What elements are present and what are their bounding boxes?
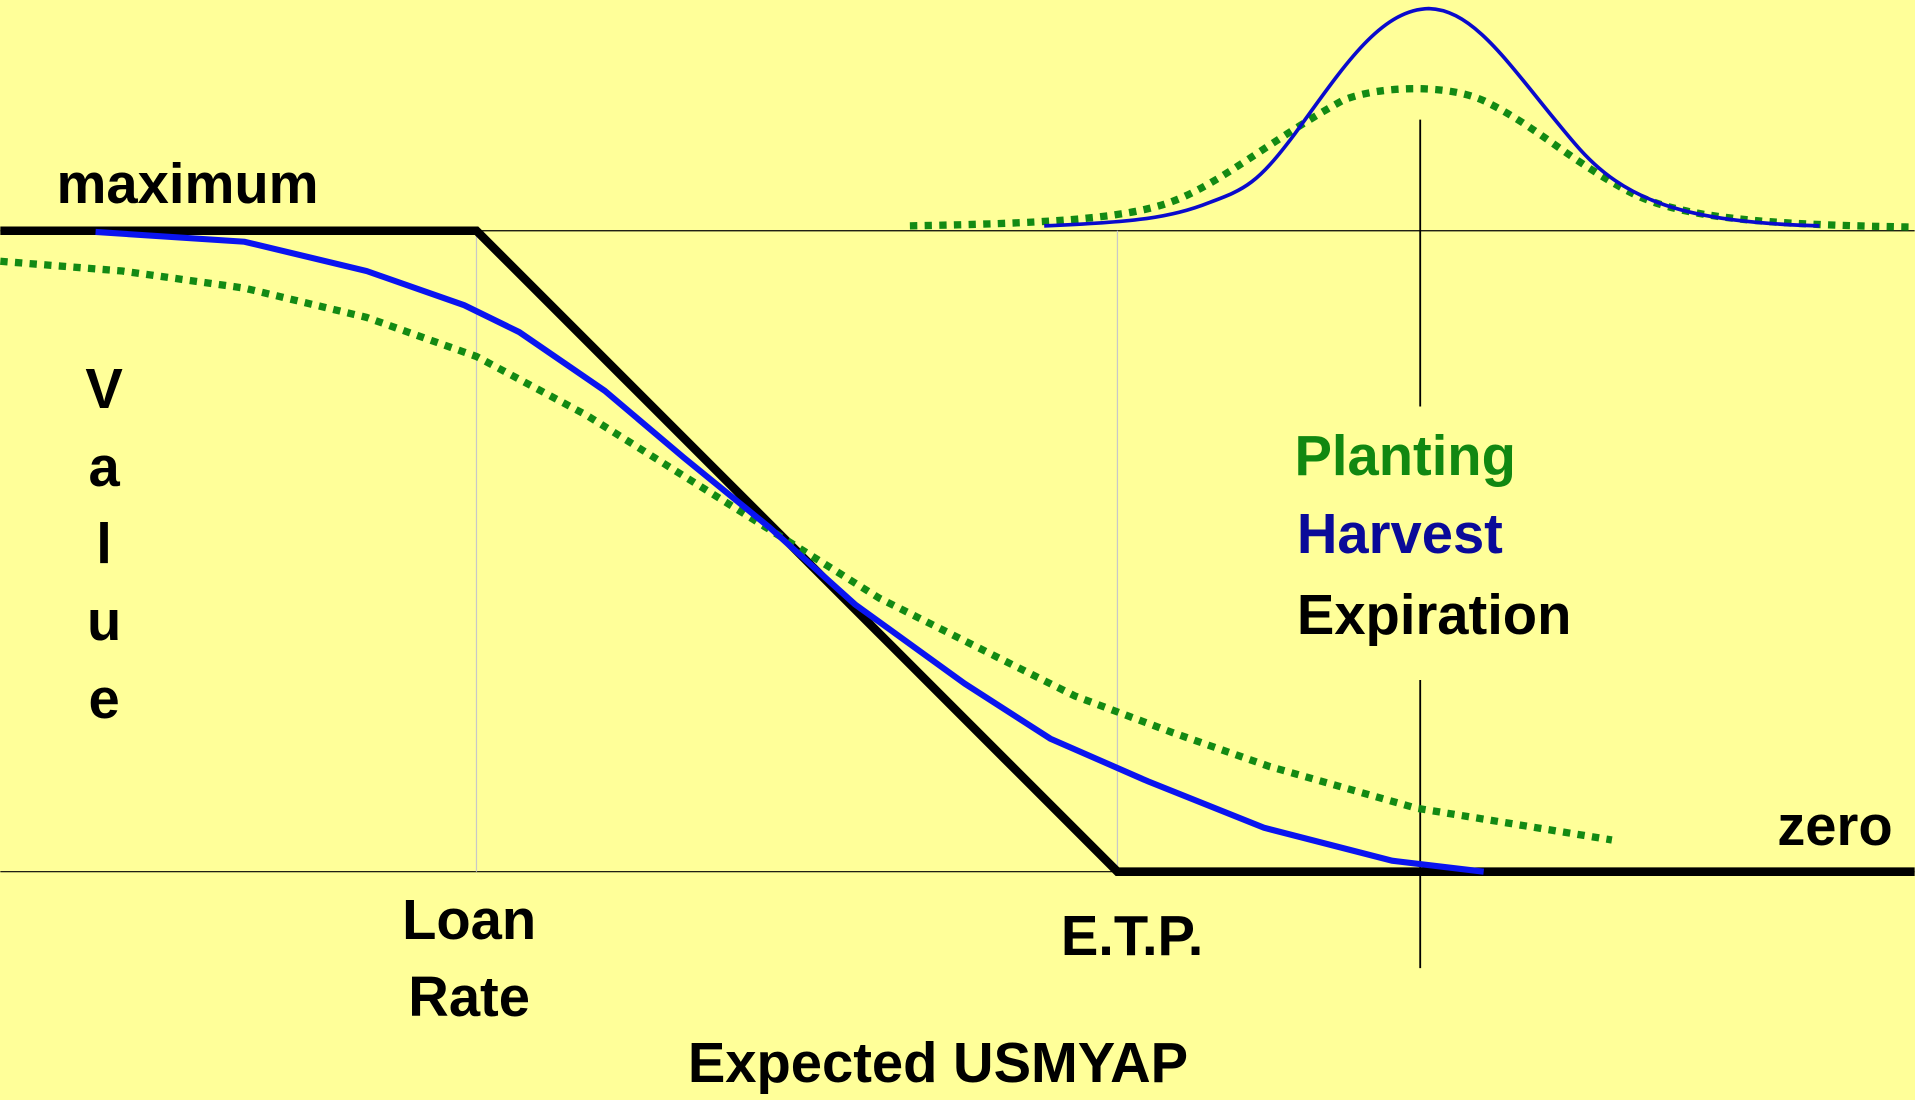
y-axis-letter: V	[85, 357, 123, 420]
x-axis-title: Expected USMYAP	[688, 1031, 1188, 1094]
maximum-label: maximum	[57, 152, 319, 215]
loan-rate-label: Rate	[408, 965, 530, 1028]
harvest-curve	[95, 228, 1485, 875]
loan-rate-label: Loan	[402, 888, 536, 951]
zero-label: zero	[1777, 794, 1892, 857]
legend-expiration: Expiration	[1297, 583, 1572, 646]
planting-curve	[0, 257, 1613, 844]
legend-planting: Planting	[1294, 424, 1515, 487]
y-axis-letter: a	[88, 435, 120, 498]
legend-harvest: Harvest	[1297, 502, 1503, 565]
harvest-distribution	[1044, 6, 1820, 228]
y-axis-letter: u	[87, 589, 121, 652]
y-axis-letter: l	[96, 512, 112, 575]
etp-label: E.T.P.	[1061, 904, 1204, 967]
y-axis-letter: e	[88, 667, 119, 730]
